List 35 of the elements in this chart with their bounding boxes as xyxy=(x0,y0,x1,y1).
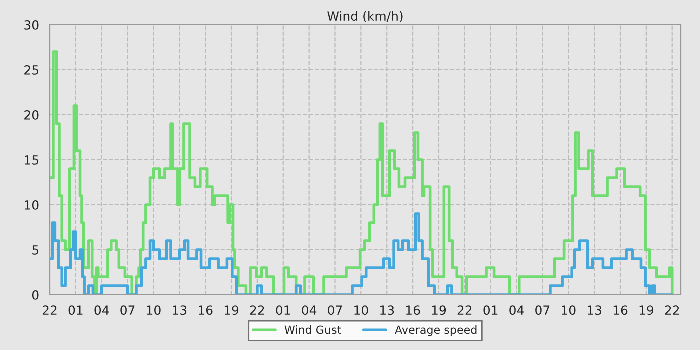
chart-title: Wind (km/h) xyxy=(328,11,403,22)
x-tick-label: 04 xyxy=(94,306,110,316)
x-tick-label: 22 xyxy=(665,306,680,315)
x-tick-label: 22 xyxy=(458,306,472,315)
x-tick-label: 19 xyxy=(432,306,446,316)
x-tick-label: 01 xyxy=(276,306,290,316)
x-tick-label: 19 xyxy=(224,306,239,316)
x-tick-label: 04 xyxy=(510,306,524,316)
x-tick-label: 22 xyxy=(250,306,264,315)
legend-label: Wind Gust xyxy=(284,326,342,334)
x-tick-label: 16 xyxy=(614,306,628,316)
x-tick-label: 16 xyxy=(199,306,213,316)
y-tick-label: 25 xyxy=(24,65,38,75)
x-tick-label: 10 xyxy=(562,306,576,316)
x-tick-label: 04 xyxy=(302,306,317,316)
x-tick-label: 07 xyxy=(536,306,550,316)
x-tick-label: 01 xyxy=(68,306,83,316)
x-tick-label: 16 xyxy=(406,306,420,316)
x-tick-label: 13 xyxy=(588,306,602,316)
x-tick-label: 07 xyxy=(120,306,135,316)
legend-label: Average speed xyxy=(395,326,477,336)
x-tick-label: 07 xyxy=(328,306,342,316)
x-tick-label: 01 xyxy=(484,306,498,316)
y-tick-label: 5 xyxy=(32,246,38,255)
x-tick-label: 10 xyxy=(147,306,161,316)
x-tick-label: 22 xyxy=(42,306,57,315)
y-tick-label: 20 xyxy=(24,110,39,120)
x-tick-label: 19 xyxy=(640,306,654,316)
y-tick-label: 30 xyxy=(24,20,39,30)
y-tick-label: 10 xyxy=(25,200,39,210)
x-tick-label: 13 xyxy=(380,306,394,316)
x-tick-label: 13 xyxy=(173,306,187,316)
x-tick-label: 10 xyxy=(354,306,368,316)
y-tick-label: 15 xyxy=(25,156,38,165)
y-tick-label: 0 xyxy=(32,290,39,300)
